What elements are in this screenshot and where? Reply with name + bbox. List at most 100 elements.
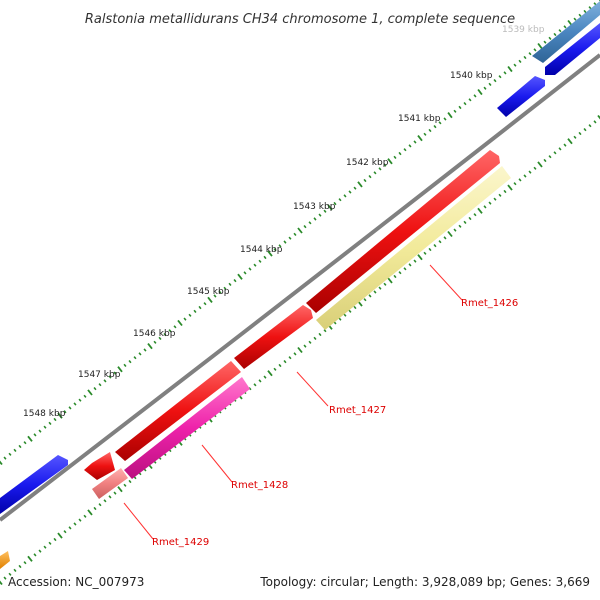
inner-tick-mark [73,522,77,526]
outer-tick-mark [573,17,577,21]
outer-tick-mark [523,55,527,60]
gene-rmet-1429-reverse[interactable] [92,468,128,499]
inner-tick-mark [563,143,567,147]
inner-tick-mark [38,549,42,553]
inner-tick-mark [403,267,407,271]
outer-tick-mark [417,135,423,142]
gene-rmet-1427-arrow[interactable] [115,361,241,461]
outer-tick-mark [13,448,17,453]
outer-tick-mark [353,186,357,190]
inner-tick-mark [53,537,57,542]
outer-tick-mark [438,121,442,125]
outer-tick-mark [33,433,37,437]
tick-label: 1544 kbp [240,245,283,255]
gene-rmet-1427-segment[interactable] [234,305,313,369]
inner-tick-mark [98,503,102,507]
inner-tick-mark [353,305,357,310]
outer-tick-mark [168,329,172,333]
inner-tick-mark [578,131,582,136]
inner-tick-mark [498,193,502,197]
inner-tick-mark [248,387,252,391]
outer-tick-mark [468,98,472,102]
outer-tick-mark [273,248,277,252]
outer-tick-mark [173,325,177,329]
leader-line-rmet-1429 [123,502,154,540]
inner-tick-mark [383,282,387,286]
outer-tick-mark [543,40,547,44]
outer-tick-mark [503,71,507,75]
outer-tick-mark [38,429,42,433]
inner-tick-mark [453,228,457,232]
outer-tick-mark [458,105,462,110]
inner-tick-mark [483,205,487,209]
inner-tick-mark [273,367,277,371]
outer-tick-mark [153,340,157,344]
outer-tick-mark [513,63,517,67]
inner-tick-mark [278,363,282,368]
outer-tick-mark [403,148,407,152]
outer-tick-mark [0,460,3,466]
outer-tick-mark [518,59,522,64]
outer-tick-mark [433,125,437,129]
inner-tick-mark [378,286,382,290]
outer-tick-mark [103,379,107,383]
outer-tick-mark [228,282,232,287]
inner-tick-mark [308,340,312,344]
gene-rmet-1426-reverse[interactable] [316,166,511,330]
gene-arrow-steel-blue[interactable] [532,1,600,63]
gene-label-rmet-1427[interactable]: Rmet_1427 [329,405,386,416]
inner-tick-mark [78,518,82,522]
outer-tick-mark [18,444,22,449]
inner-tick-mark [428,247,432,252]
tick-label: 1548 kbp [23,409,66,419]
outer-tick-mark [493,78,497,83]
inner-tick-mark [553,151,557,155]
inner-tick-mark [3,576,7,580]
inner-tick-mark [477,207,483,214]
inner-tick-mark [593,120,597,124]
inner-tick-mark [313,336,317,341]
outer-tick-mark [98,383,102,387]
inner-tick-mark [438,240,442,244]
gene-rmet-1428-arrow[interactable] [124,377,250,479]
outer-tick-mark [288,236,292,240]
outer-tick-mark [343,194,347,198]
outer-tick-mark [128,359,132,364]
gene-arrow-blue-right[interactable] [545,23,600,75]
gene-label-rmet-1426[interactable]: Rmet_1426 [461,298,518,309]
inner-tick-mark [43,545,47,549]
inner-tick-mark [293,352,297,356]
inner-tick-mark [108,495,112,499]
outer-tick-mark [267,250,273,257]
gene-label-rmet-1429[interactable]: Rmet_1429 [152,537,209,548]
reverse-strand [0,166,511,569]
inner-tick-mark [533,166,537,170]
gene-arrow-blue-left[interactable] [0,455,68,514]
inner-tick-mark [0,580,3,586]
inner-tick-mark [447,230,453,238]
outer-tick-mark [338,198,342,202]
inner-tick-mark [473,213,477,217]
outer-tick-mark [368,174,372,179]
outer-tick-mark [293,232,297,236]
outer-tick-mark [73,402,77,406]
inner-tick-mark [513,182,517,186]
inner-tick-mark [543,158,547,163]
inner-tick-mark [408,263,412,267]
inner-tick-mark [128,479,132,484]
outer-tick-mark [188,313,192,317]
inner-tick-mark [267,370,273,377]
outer-tick-mark [318,213,322,217]
gene-label-rmet-1428[interactable]: Rmet_1428 [231,480,288,491]
gene-arrow-orange[interactable] [0,551,10,569]
inner-tick-mark [18,564,22,569]
outer-tick-mark [308,221,312,225]
outer-tick-mark [158,336,162,341]
gene-rmet-1429-arrow[interactable] [84,452,115,480]
inner-tick-mark [13,568,17,573]
outer-tick-mark [278,244,282,248]
gene-rmet-1426-segment[interactable] [306,150,500,313]
gene-arrow-blue[interactable] [497,76,545,117]
tick-label: 1542 kbp [346,158,389,168]
outer-tick-mark [63,410,67,414]
